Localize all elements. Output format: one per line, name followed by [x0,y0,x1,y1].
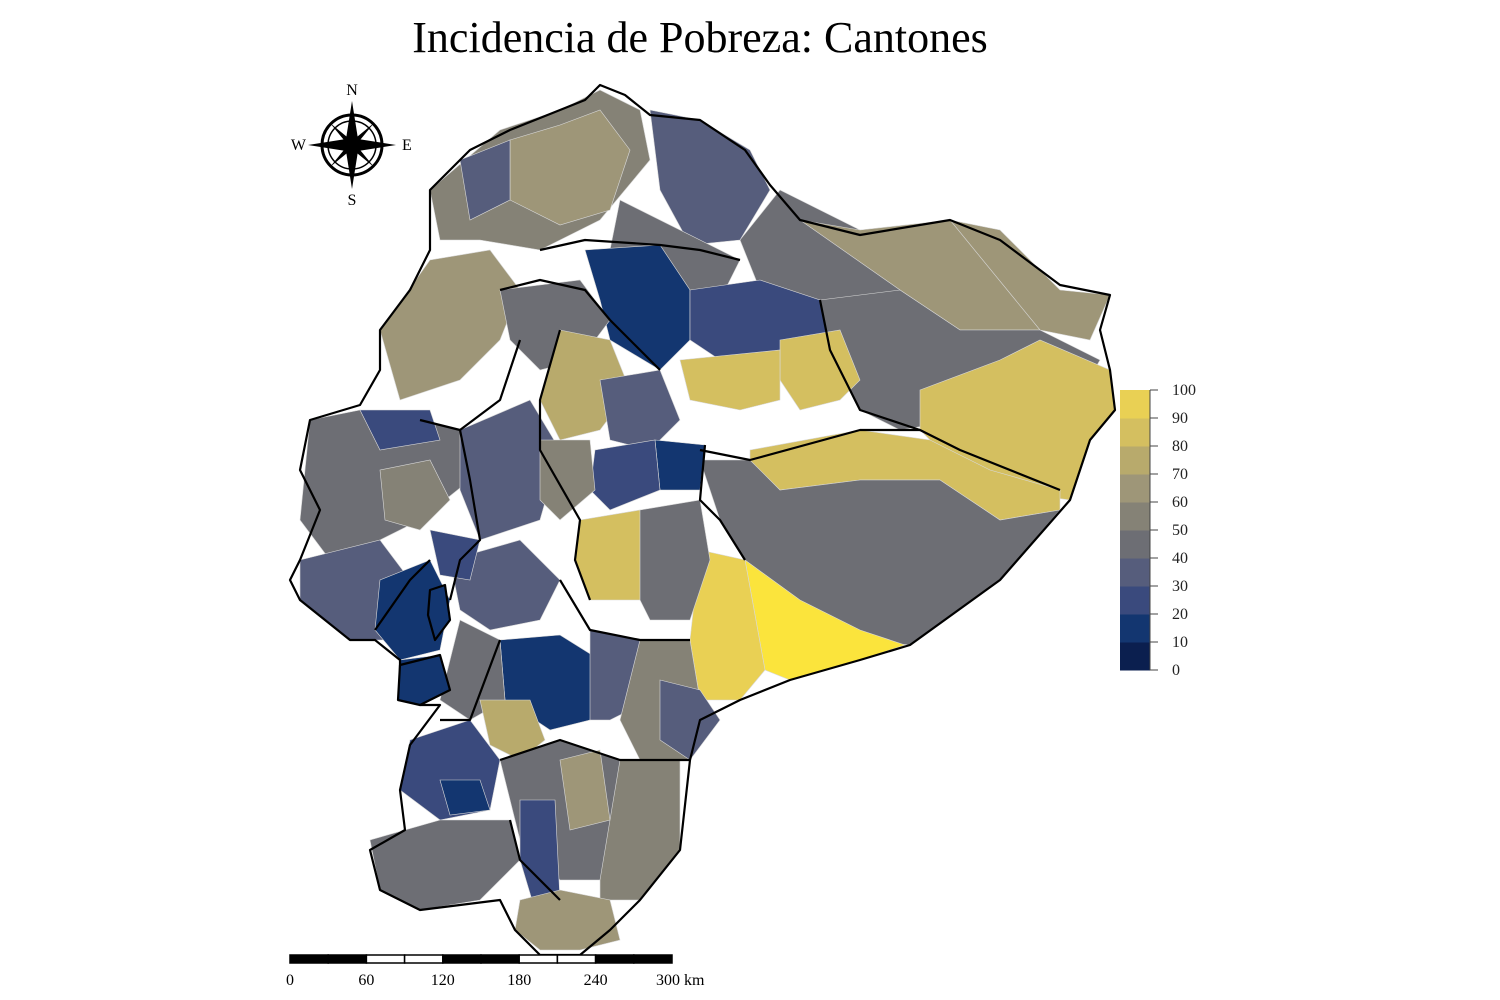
legend-swatch [1120,446,1150,475]
scale-segment [403,954,444,964]
legend-swatch [1120,474,1150,503]
scale-label: 120 [431,972,455,989]
canton-region[interactable] [659,679,721,761]
province-border [538,329,592,601]
province-border [499,278,661,371]
province-border [440,639,502,722]
province-border [499,738,690,762]
legend-tick-label: 50 [1172,522,1188,539]
legend-tick-label: 60 [1172,494,1188,511]
province-border [419,339,522,432]
province-border [559,579,690,642]
canton-region[interactable] [584,244,691,371]
province-border [698,444,746,561]
compass-needle-west-icon [308,139,352,151]
island-border [426,583,452,642]
legend-tick-label: 100 [1172,382,1196,399]
canton-region[interactable] [449,539,561,631]
canton-region[interactable] [439,779,491,816]
scale-segment [442,954,482,964]
province-border [818,299,1061,492]
compass-east-label: E [402,137,412,154]
compass-diagonal-icon [330,123,352,145]
compass-west-label: W [291,137,307,154]
scale-label: 300 km [656,972,705,989]
province-border [539,238,741,262]
compass-south-label: S [348,192,357,209]
north-arrow-compass: N S E W [291,82,412,209]
scale-segment [518,954,559,964]
legend-swatch [1120,642,1150,671]
legend-swatch [1120,390,1150,419]
scale-label: 180 [507,972,531,989]
scale-segment [327,954,368,964]
legend-swatch [1120,614,1150,643]
province-border [508,819,561,901]
legend-swatch [1120,530,1150,559]
compass-north-label: N [346,82,358,99]
province-border [374,559,431,631]
scale-segment [556,954,597,964]
canton-region[interactable] [539,439,596,521]
compass-diagonal-icon [352,123,374,145]
legend-colorbar: 0 10 20 30 40 50 60 70 80 90 100 [1120,382,1196,679]
canton-region[interactable] [679,349,781,411]
scale-label: 240 [584,972,608,989]
legend-swatch [1120,558,1150,587]
scale-segment [480,954,520,964]
country-border [288,83,1117,957]
legend-tick-label: 0 [1172,662,1180,679]
legend-tick-label: 30 [1172,578,1188,595]
canton-region[interactable] [589,439,661,511]
canton-region[interactable] [654,439,706,491]
compass-needle-north-icon [346,101,358,145]
island-border [396,653,452,707]
legend-tick-label: 70 [1172,466,1188,483]
legend-tick-label: 20 [1172,606,1188,623]
legend-tick-label: 40 [1172,550,1188,567]
canton-region[interactable] [514,889,621,951]
compass-needle-east-icon [352,139,396,151]
scale-segment [633,954,673,964]
legend-tick-label: 80 [1172,438,1188,455]
legend-swatch [1120,502,1150,531]
compass-needle-south-icon [346,145,358,189]
scale-segment [289,954,329,964]
canton-region[interactable] [429,529,481,581]
scale-label: 60 [358,972,374,989]
canton-region[interactable] [459,399,561,541]
province-border [448,429,482,601]
legend-tick-label: 10 [1172,634,1188,651]
compass-diagonal-icon [330,145,352,167]
canton-region[interactable] [599,369,681,451]
scale-label: 0 [286,972,294,989]
province-borders [288,83,1117,957]
canton-regions [299,89,1116,951]
canton-region[interactable] [509,109,631,226]
canton-region[interactable] [459,139,511,221]
legend-swatch [1120,418,1150,447]
scale-segment [594,954,635,964]
canton-region[interactable] [379,459,451,531]
scale-segment [365,954,406,964]
canton-region[interactable] [379,249,521,401]
legend-swatch [1120,586,1150,615]
compass-diagonal-icon [352,145,374,167]
map-title: Incidencia de Pobreza: Cantones [412,13,988,62]
province-border [699,428,920,462]
scale-bar: 0 60 120 180 240 300 km [286,954,705,989]
legend-tick-label: 90 [1172,410,1188,427]
